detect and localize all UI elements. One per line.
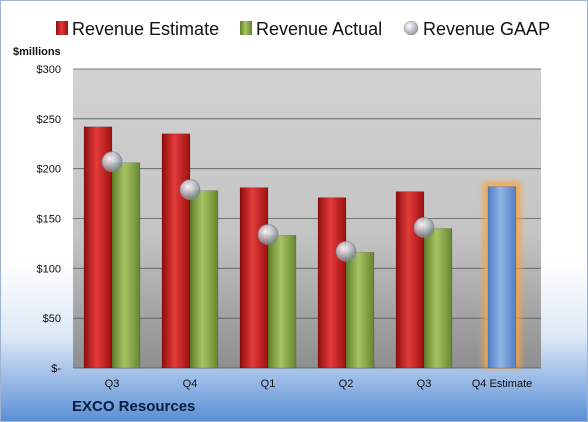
y-axis-unit-label: $millions — [13, 46, 61, 58]
x-tick-label: Q3 — [417, 378, 432, 390]
bar-revenue-forecast — [487, 186, 517, 369]
legend-item-revenue-gaap: Revenue GAAP — [403, 19, 550, 39]
legend-item-revenue-estimate: Revenue Estimate — [56, 19, 219, 39]
marker-revenue-gaap — [101, 151, 123, 172]
marker-revenue-gaap — [257, 224, 279, 245]
x-tick-label: Q4 — [183, 378, 198, 390]
y-tick-label: $300 — [37, 64, 61, 76]
bar-revenue-actual — [267, 235, 297, 369]
plot-area: $- $50 $100 $150 $200 $250 $300 Q3 Q4 Q1 Q2 Q3 Q4 Es… — [37, 64, 541, 390]
bar-revenue-estimate — [317, 197, 347, 369]
bar-revenue-actual — [189, 190, 219, 369]
x-tick-label: Q3 — [105, 378, 120, 390]
y-tick-label: $200 — [37, 164, 61, 176]
bar-revenue-actual — [111, 162, 141, 369]
x-tick-label: Q2 — [339, 378, 354, 390]
legend-item-revenue-actual: Revenue Actual — [240, 19, 382, 39]
y-tick-label: $- — [51, 363, 61, 375]
bar-revenue-actual — [345, 252, 375, 369]
bar-revenue-estimate — [161, 133, 191, 369]
y-tick-label: $150 — [37, 214, 61, 226]
bar-revenue-estimate — [239, 187, 269, 369]
marker-revenue-gaap — [335, 241, 357, 262]
y-tick-label: $50 — [43, 313, 61, 325]
revenue-chart: Revenue Estimate Revenue Actual Revenue … — [13, 19, 550, 390]
company-name: EXCO Resources — [72, 398, 196, 415]
legend: Revenue Estimate Revenue Actual Revenue … — [56, 19, 550, 39]
bar-revenue-actual — [423, 228, 453, 369]
y-tick-label: $250 — [37, 114, 61, 126]
legend-label-revenue-actual: Revenue Actual — [256, 19, 382, 39]
bar-revenue-estimate — [395, 191, 425, 369]
x-tick-label: Q1 — [261, 378, 276, 390]
x-tick-label: Q4 Estimate — [472, 378, 533, 390]
y-tick-label: $100 — [37, 263, 61, 275]
legend-label-revenue-estimate: Revenue Estimate — [72, 19, 219, 39]
marker-revenue-gaap — [413, 217, 435, 238]
legend-label-revenue-gaap: Revenue GAAP — [423, 19, 550, 39]
marker-revenue-gaap — [179, 179, 201, 200]
